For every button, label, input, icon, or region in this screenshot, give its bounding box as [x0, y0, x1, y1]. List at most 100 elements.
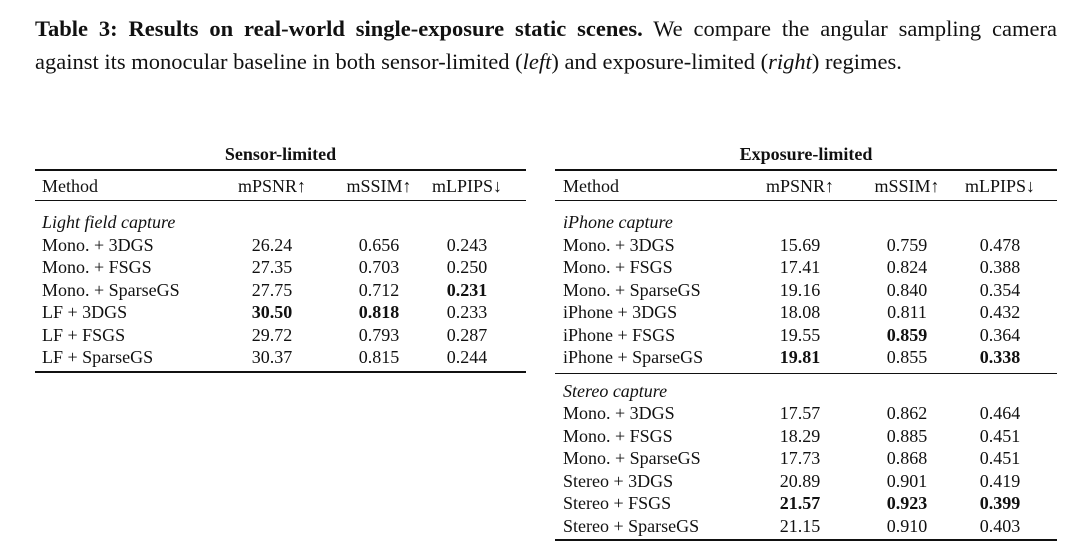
method-name: Mono. + FSGS — [42, 257, 152, 277]
caption-emphasis: left — [522, 49, 552, 74]
method-name: iPhone + 3DGS — [563, 302, 678, 322]
cell-value: 17.73 — [779, 448, 821, 468]
cell-value: 0.855 — [886, 347, 928, 367]
cell-value: 0.862 — [886, 403, 928, 423]
cell-value: 0.712 — [358, 279, 400, 300]
rule — [555, 372, 1057, 374]
cell-value: 0.432 — [979, 302, 1021, 322]
cell-value: 19.16 — [779, 279, 821, 300]
cell-value: 0.231 — [446, 279, 488, 300]
cell-value: 0.233 — [446, 302, 488, 322]
cell-value: 18.08 — [779, 302, 821, 322]
cell-value: 19.81 — [779, 347, 821, 367]
cell-value: 0.451 — [979, 448, 1021, 468]
cell-value: 0.759 — [886, 234, 928, 255]
cell-value: 29.72 — [251, 324, 293, 345]
cell-value: 21.57 — [779, 493, 821, 513]
cell-value: 21.15 — [779, 515, 821, 536]
column-header: mSSIM↑ — [346, 176, 412, 196]
cell-value: 0.244 — [446, 347, 488, 367]
method-name: Mono. + 3DGS — [563, 403, 675, 423]
cell-value: 26.24 — [251, 234, 293, 255]
cell-value: 0.354 — [979, 279, 1021, 300]
cell-value: 17.57 — [779, 403, 821, 423]
cell-value: 0.399 — [979, 493, 1021, 513]
cell-value: 0.287 — [446, 324, 488, 345]
table-title: Sensor-limited — [224, 144, 337, 164]
cell-value: 18.29 — [779, 425, 821, 446]
cell-value: 0.464 — [979, 403, 1021, 423]
column-header: mLPIPS↓ — [431, 176, 503, 196]
rule — [555, 169, 1057, 171]
cell-value: 0.703 — [358, 257, 400, 277]
cell-value: 0.910 — [886, 515, 928, 536]
cell-value: 27.35 — [251, 257, 293, 277]
group-label: iPhone capture — [563, 212, 673, 232]
rule — [35, 169, 526, 171]
rule — [555, 200, 1057, 201]
cell-value: 0.818 — [358, 302, 400, 322]
method-name: Mono. + SparseGS — [42, 279, 180, 300]
rule — [555, 539, 1057, 541]
cell-value: 0.243 — [446, 234, 488, 255]
cell-value: 0.338 — [979, 347, 1021, 367]
column-header: mPSNR↑ — [765, 176, 835, 196]
column-header: Method — [563, 176, 619, 196]
cell-value: 0.793 — [358, 324, 400, 345]
caption-text: ) regimes. — [811, 49, 902, 74]
caption-title: Table 3: Results on real-world single-ex… — [35, 16, 643, 41]
method-name: LF + 3DGS — [42, 302, 128, 322]
cell-value: 0.840 — [886, 279, 928, 300]
method-name: Mono. + 3DGS — [42, 234, 154, 255]
method-name: Mono. + SparseGS — [563, 448, 701, 468]
cell-value: 0.451 — [979, 425, 1021, 446]
cell-value: 0.923 — [886, 493, 928, 513]
rule — [35, 370, 526, 373]
cell-value: 0.815 — [358, 347, 400, 367]
group-label: Light field capture — [42, 212, 176, 232]
caption-text: ) and exposure-limited ( — [551, 49, 769, 74]
cell-value: 0.811 — [887, 302, 927, 322]
cell-value: 17.41 — [779, 257, 821, 277]
cell-value: 0.885 — [886, 425, 928, 446]
cell-value: 0.868 — [886, 448, 928, 468]
cell-value: 0.250 — [446, 257, 488, 277]
method-name: Mono. + FSGS — [563, 425, 673, 446]
cell-value: 0.859 — [886, 324, 928, 345]
method-name: Stereo + 3DGS — [563, 470, 674, 491]
cell-value: 27.75 — [251, 279, 293, 300]
method-name: LF + FSGS — [42, 324, 126, 345]
cell-value: 30.50 — [251, 302, 293, 322]
cell-value: 20.89 — [779, 470, 821, 491]
method-name: Stereo + SparseGS — [563, 515, 700, 536]
method-name: iPhone + FSGS — [563, 324, 676, 345]
column-header: mSSIM↑ — [874, 176, 940, 196]
column-header: mPSNR↑ — [237, 176, 307, 196]
method-name: Mono. + FSGS — [563, 257, 673, 277]
cell-value: 15.69 — [779, 234, 821, 255]
cell-value: 0.364 — [979, 324, 1021, 345]
caption: Table 3: Results on real-world single-ex… — [35, 12, 1057, 78]
cell-value: 0.419 — [979, 470, 1021, 491]
method-name: LF + SparseGS — [42, 347, 154, 367]
cell-value: 0.388 — [979, 257, 1021, 277]
method-name: Stereo + FSGS — [563, 493, 672, 513]
cell-value: 0.656 — [358, 234, 400, 255]
caption-text: We compare the angular sampling camera a… — [35, 16, 1057, 74]
cell-value: 0.403 — [979, 515, 1021, 536]
method-name: Mono. + SparseGS — [563, 279, 701, 300]
method-name: iPhone + SparseGS — [563, 347, 704, 367]
method-name: Mono. + 3DGS — [563, 234, 675, 255]
cell-value: 0.478 — [979, 234, 1021, 255]
group-label: Stereo capture — [563, 380, 668, 401]
table-title: Exposure-limited — [739, 144, 873, 164]
cell-value: 30.37 — [251, 347, 293, 367]
cell-value: 0.901 — [886, 470, 928, 491]
cell-value: 19.55 — [779, 324, 821, 345]
cell-value: 0.824 — [886, 257, 928, 277]
caption-emphasis: right — [768, 49, 812, 74]
rule — [35, 200, 526, 201]
column-header: mLPIPS↓ — [964, 176, 1036, 196]
column-header: Method — [42, 176, 98, 196]
